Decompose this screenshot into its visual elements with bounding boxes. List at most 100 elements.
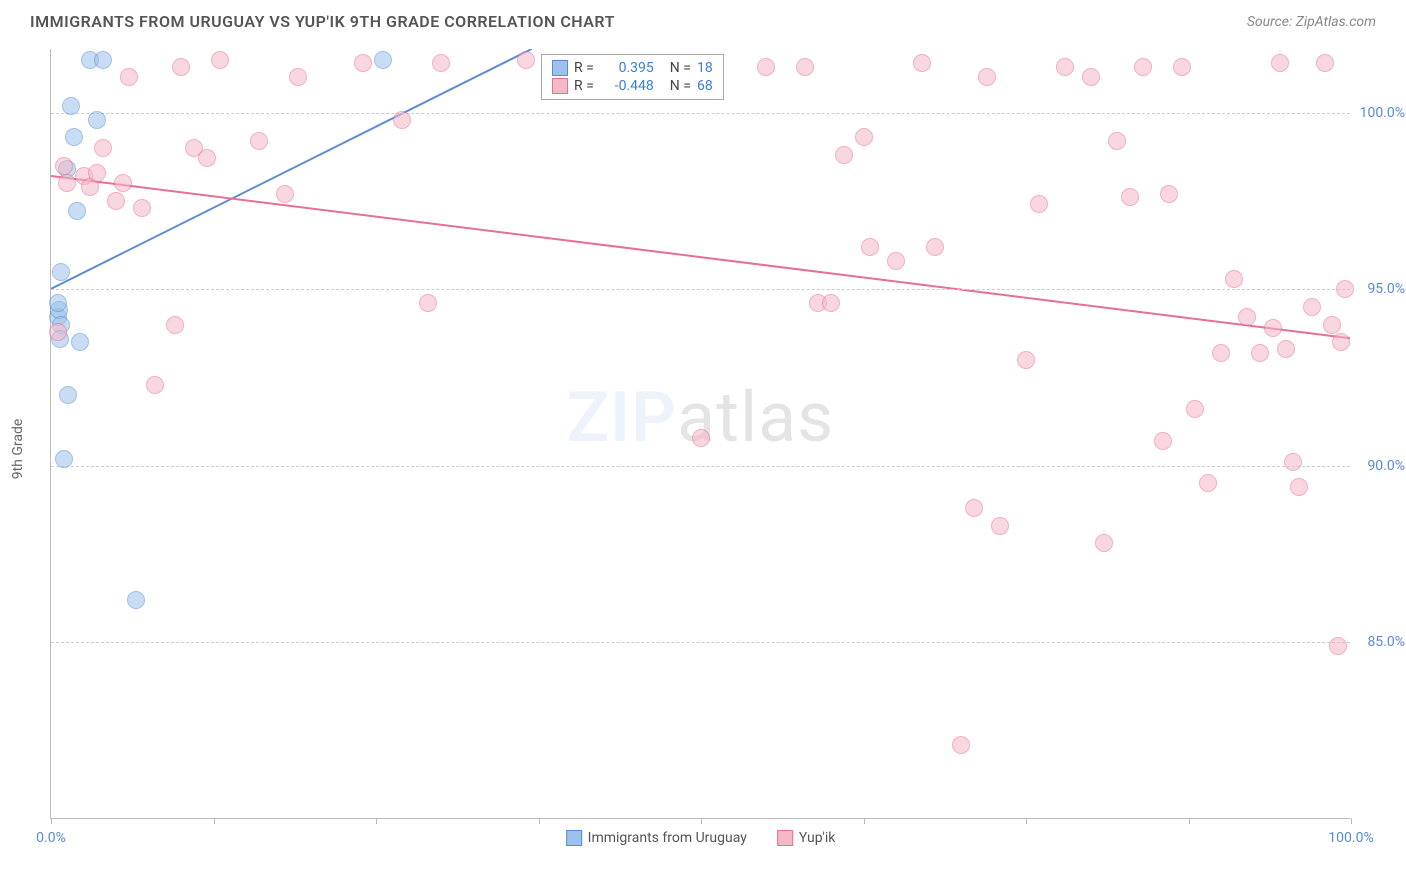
data-point (1017, 351, 1035, 369)
legend-n-value: 18 (697, 60, 713, 76)
watermark: ZIPatlas (567, 377, 835, 459)
data-point (855, 128, 873, 146)
gridline (51, 466, 1350, 467)
data-point (1134, 58, 1152, 76)
legend-r-value: 0.395 (600, 60, 654, 76)
gridline (51, 642, 1350, 643)
x-tick (1351, 818, 1352, 824)
data-point (432, 54, 450, 72)
legend-item: Immigrants from Uruguay (566, 830, 747, 846)
data-point (107, 192, 125, 210)
data-point (1095, 534, 1113, 552)
x-tick (214, 818, 215, 824)
data-point (991, 517, 1009, 535)
legend-swatch (777, 830, 793, 846)
data-point (1108, 132, 1126, 150)
trend-line (51, 49, 532, 289)
data-point (1336, 280, 1354, 298)
data-point (55, 450, 73, 468)
data-point (59, 386, 77, 404)
data-point (146, 376, 164, 394)
legend-r-label: R = (574, 78, 594, 94)
data-point (1082, 68, 1100, 86)
data-point (1173, 58, 1191, 76)
legend-swatch (566, 830, 582, 846)
legend-n-label: N = (670, 60, 691, 76)
legend-r-value: -0.448 (600, 78, 654, 94)
data-point (419, 294, 437, 312)
data-point (120, 68, 138, 86)
x-tick (51, 818, 52, 824)
legend-n-label: N = (670, 78, 691, 94)
legend-row: R = 0.395 N = 18 (552, 59, 713, 77)
data-point (1056, 58, 1074, 76)
data-point (1186, 400, 1204, 418)
data-point (49, 294, 67, 312)
x-tick (701, 818, 702, 824)
data-point (1277, 340, 1295, 358)
data-point (88, 111, 106, 129)
legend-r-label: R = (574, 60, 594, 76)
gridline (51, 289, 1350, 290)
data-point (978, 68, 996, 86)
data-point (1316, 54, 1334, 72)
data-point (1271, 54, 1289, 72)
x-tick (864, 818, 865, 824)
chart-container: 9th Grade ZIPatlas R = 0.395 N = 18 R = -0.44… (0, 39, 1406, 859)
data-point (198, 149, 216, 167)
data-point (88, 164, 106, 182)
data-point (166, 316, 184, 334)
legend-n-value: 68 (697, 78, 713, 94)
chart-header: IMMIGRANTS FROM URUGUAY VS YUP'IK 9TH GR… (0, 0, 1406, 39)
x-tick-label: 100.0% (1328, 830, 1373, 846)
data-point (1212, 344, 1230, 362)
data-point (796, 58, 814, 76)
series-legend: Immigrants from Uruguay Yup'ik (566, 830, 836, 846)
y-axis-label: 9th Grade (10, 419, 26, 480)
x-tick-label: 0.0% (36, 830, 66, 846)
data-point (835, 146, 853, 164)
y-tick-label: 85.0% (1367, 634, 1405, 650)
data-point (692, 429, 710, 447)
legend-series-name: Immigrants from Uruguay (588, 830, 747, 846)
data-point (211, 51, 229, 69)
data-point (913, 54, 931, 72)
legend-swatch (552, 78, 568, 94)
x-tick (1026, 818, 1027, 824)
y-tick-label: 90.0% (1367, 458, 1405, 474)
data-point (172, 58, 190, 76)
data-point (71, 333, 89, 351)
x-tick (1189, 818, 1190, 824)
data-point (68, 202, 86, 220)
data-point (1329, 637, 1347, 655)
data-point (276, 185, 294, 203)
data-point (1225, 270, 1243, 288)
data-point (952, 736, 970, 754)
legend-swatch (552, 60, 568, 76)
legend-item: Yup'ik (777, 830, 835, 846)
x-tick (376, 818, 377, 824)
data-point (393, 111, 411, 129)
y-tick-label: 95.0% (1367, 281, 1405, 297)
data-point (52, 263, 70, 281)
data-point (1251, 344, 1269, 362)
gridline (51, 113, 1350, 114)
data-point (127, 591, 145, 609)
x-tick (539, 818, 540, 824)
data-point (114, 174, 132, 192)
data-point (133, 199, 151, 217)
data-point (58, 174, 76, 192)
data-point (887, 252, 905, 270)
data-point (1154, 432, 1172, 450)
data-point (1290, 478, 1308, 496)
data-point (354, 54, 372, 72)
data-point (49, 323, 67, 341)
data-point (1323, 316, 1341, 334)
data-point (1264, 319, 1282, 337)
plot-area: ZIPatlas R =0.395N =18R =-0.448N =68 Imm… (50, 49, 1350, 819)
data-point (1284, 453, 1302, 471)
data-point (250, 132, 268, 150)
data-point (757, 58, 775, 76)
data-point (1160, 185, 1178, 203)
source-label: Source: ZipAtlas.com (1247, 14, 1376, 30)
